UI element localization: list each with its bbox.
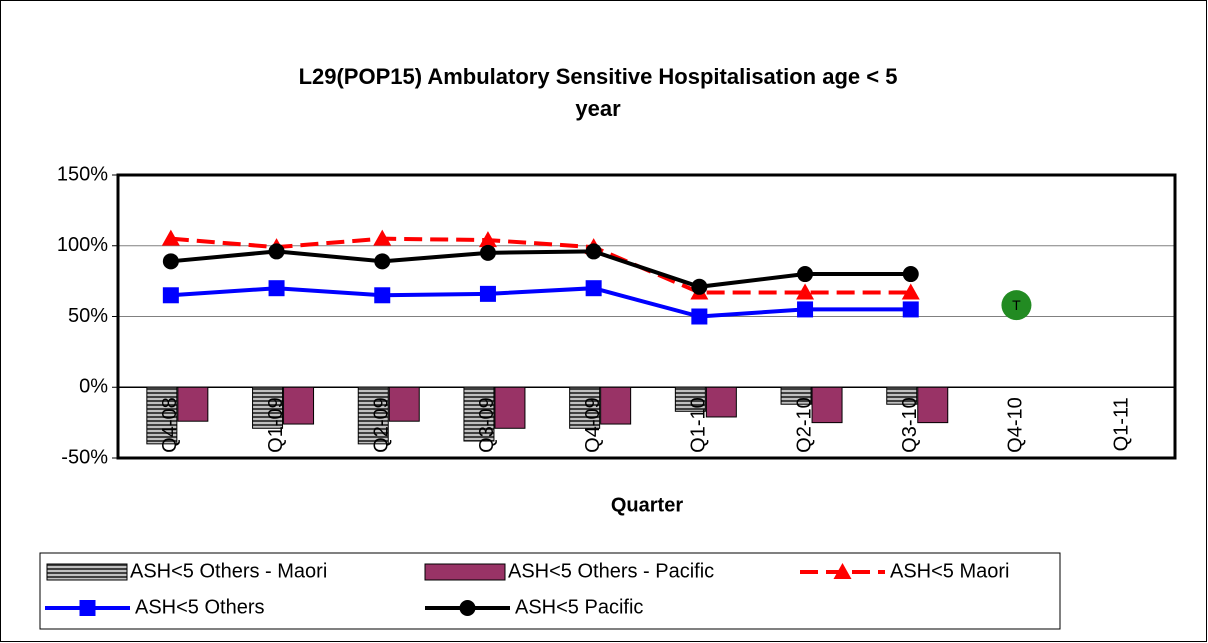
marker bbox=[161, 229, 180, 246]
bar bbox=[494, 386, 526, 429]
x-tick-label: Q4-08 bbox=[159, 397, 181, 453]
marker bbox=[268, 243, 285, 260]
x-axis-label: Quarter bbox=[611, 494, 683, 516]
marker bbox=[459, 600, 476, 616]
bar bbox=[388, 386, 420, 422]
x-tick-label: Q1-09 bbox=[265, 397, 287, 453]
x-tick-label: Q4-10 bbox=[1005, 397, 1027, 453]
marker bbox=[479, 244, 496, 261]
x-tick-label: Q1-10 bbox=[688, 397, 710, 453]
marker bbox=[691, 278, 708, 295]
bar bbox=[463, 386, 495, 442]
x-tick-label: Q3-10 bbox=[899, 397, 921, 453]
y-tick-label: 150% bbox=[57, 163, 108, 185]
bar bbox=[917, 386, 949, 424]
line bbox=[170, 286, 911, 319]
legend-label: ASH<5 Pacific bbox=[515, 596, 643, 618]
marker bbox=[833, 563, 852, 579]
bar bbox=[705, 386, 737, 418]
legend-label: ASH<5 Maori bbox=[890, 560, 1010, 582]
marker bbox=[479, 285, 496, 302]
annotation-text: T bbox=[1012, 297, 1021, 313]
y-tick-label: 0% bbox=[79, 376, 108, 398]
bar bbox=[674, 386, 706, 412]
y-tick-label: 50% bbox=[68, 305, 108, 327]
marker bbox=[268, 280, 285, 297]
marker bbox=[478, 231, 497, 248]
marker bbox=[901, 283, 920, 300]
marker bbox=[585, 280, 602, 297]
marker bbox=[162, 253, 179, 270]
marker bbox=[797, 266, 814, 283]
marker bbox=[902, 301, 919, 318]
marker bbox=[902, 266, 919, 283]
bar bbox=[252, 386, 284, 429]
bar bbox=[811, 386, 843, 424]
x-tick-label: Q3-09 bbox=[476, 397, 498, 453]
marker bbox=[374, 287, 391, 304]
chart-title: L29(POP15) Ambulatory Sensitive Hospital… bbox=[299, 64, 898, 89]
x-tick-label: Q2-10 bbox=[793, 397, 815, 453]
legend-label: ASH<5 Others - Maori bbox=[130, 560, 327, 582]
marker bbox=[162, 287, 179, 304]
marker bbox=[797, 301, 814, 318]
bar bbox=[780, 386, 812, 405]
marker bbox=[691, 308, 708, 325]
line bbox=[170, 249, 911, 289]
x-tick-label: Q1-11 bbox=[1110, 397, 1132, 451]
marker bbox=[374, 253, 391, 270]
bar bbox=[283, 386, 315, 425]
y-tick-label: -50% bbox=[61, 446, 108, 468]
chart-title: year bbox=[575, 96, 621, 121]
plot-border bbox=[116, 173, 1177, 460]
legend-label: ASH<5 Others bbox=[135, 596, 265, 618]
legend bbox=[39, 552, 1061, 630]
bar bbox=[177, 386, 209, 422]
marker bbox=[796, 283, 815, 300]
marker bbox=[79, 600, 96, 616]
x-tick-label: Q2-09 bbox=[371, 397, 393, 453]
line bbox=[170, 236, 911, 295]
marker bbox=[585, 243, 602, 260]
bar bbox=[886, 386, 918, 405]
legend-swatch bbox=[46, 563, 128, 581]
bar bbox=[600, 386, 632, 425]
annotation-marker bbox=[1001, 290, 1032, 321]
legend-swatch bbox=[424, 563, 506, 581]
marker bbox=[373, 229, 392, 246]
bar bbox=[357, 386, 389, 445]
bar bbox=[146, 386, 178, 445]
bar bbox=[569, 386, 601, 429]
x-tick-label: Q4-09 bbox=[582, 397, 604, 453]
legend-label: ASH<5 Others - Pacific bbox=[508, 560, 714, 582]
y-tick-label: 100% bbox=[57, 234, 108, 256]
